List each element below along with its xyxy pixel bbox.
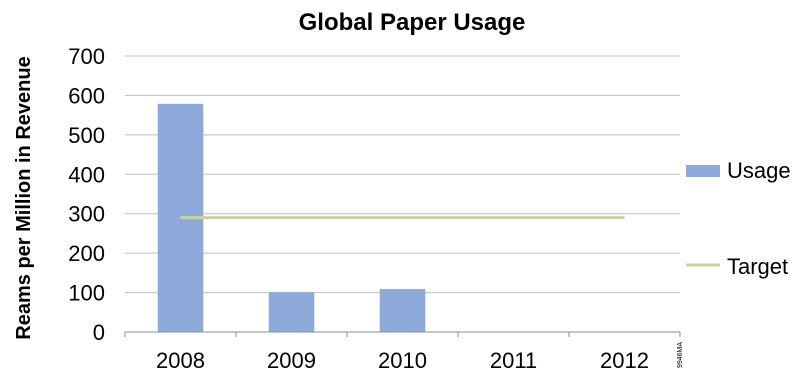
- legend-swatch-usage: [686, 165, 720, 177]
- x-tick-label: 2012: [600, 348, 649, 373]
- figure-code: 9946MA: [677, 342, 684, 368]
- bar-2010: [379, 289, 426, 333]
- chart-title: Global Paper Usage: [299, 9, 526, 36]
- gridlines: [125, 55, 680, 294]
- y-tick-label: 400: [68, 162, 105, 187]
- y-tick-label: 0: [93, 320, 105, 345]
- legend: Usage Target: [686, 158, 791, 279]
- y-tick-label: 700: [68, 44, 105, 69]
- legend-label-usage: Usage: [727, 158, 791, 183]
- y-tick-label: 600: [68, 83, 105, 108]
- bar-2009: [268, 292, 315, 333]
- axes: 0 100 200 300 400 500 600 700 2008 2009 2010 2011 20…: [68, 44, 681, 373]
- y-axis-label: Reams per Million in Revenue: [13, 56, 35, 339]
- y-tick-label: 300: [68, 202, 105, 227]
- y-tick-label: 200: [68, 241, 105, 266]
- y-tick-label: 100: [68, 281, 105, 306]
- legend-label-target: Target: [727, 254, 788, 279]
- y-tick-label: 500: [68, 123, 105, 148]
- x-tick-label: 2009: [267, 348, 316, 373]
- x-tick-label: 2010: [378, 348, 427, 373]
- x-tick-label: 2008: [156, 348, 205, 373]
- x-tick-label: 2011: [490, 348, 537, 373]
